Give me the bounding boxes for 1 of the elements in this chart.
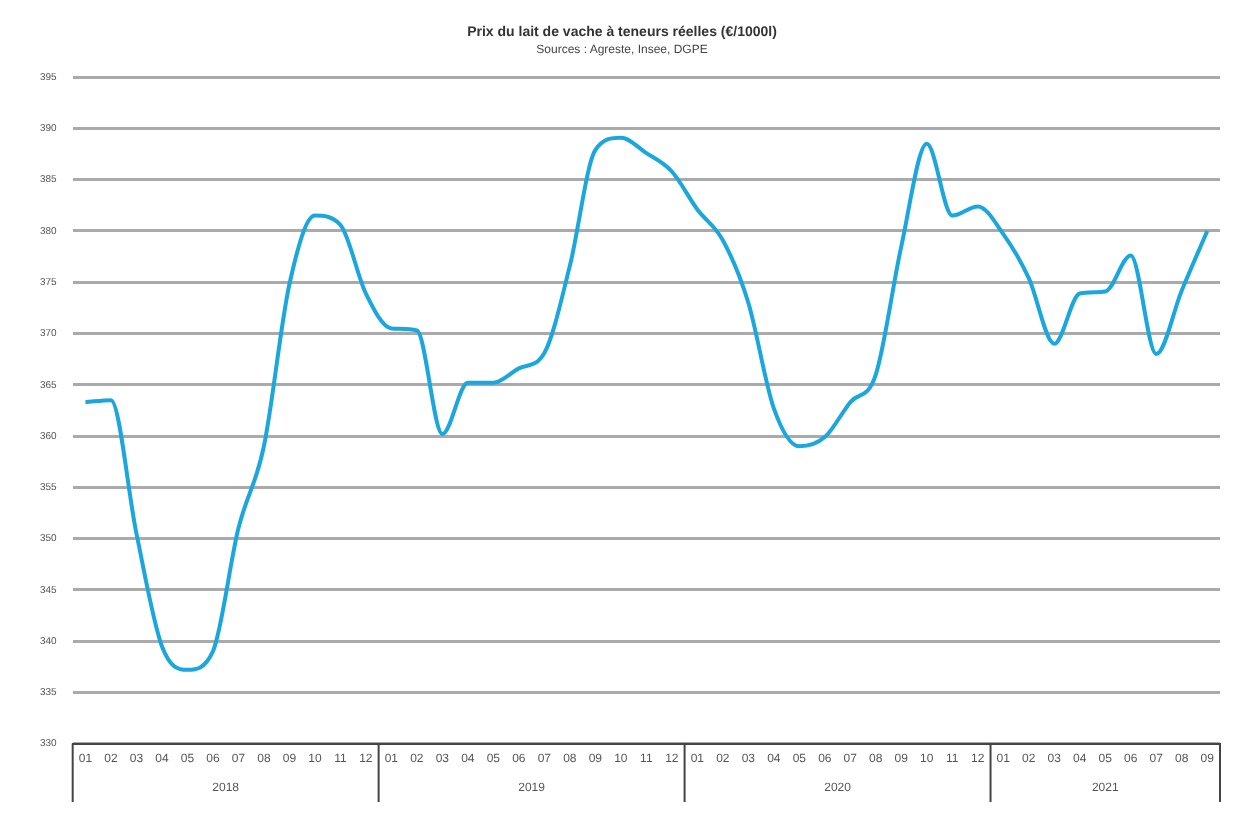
line-series: [83, 135, 1210, 672]
